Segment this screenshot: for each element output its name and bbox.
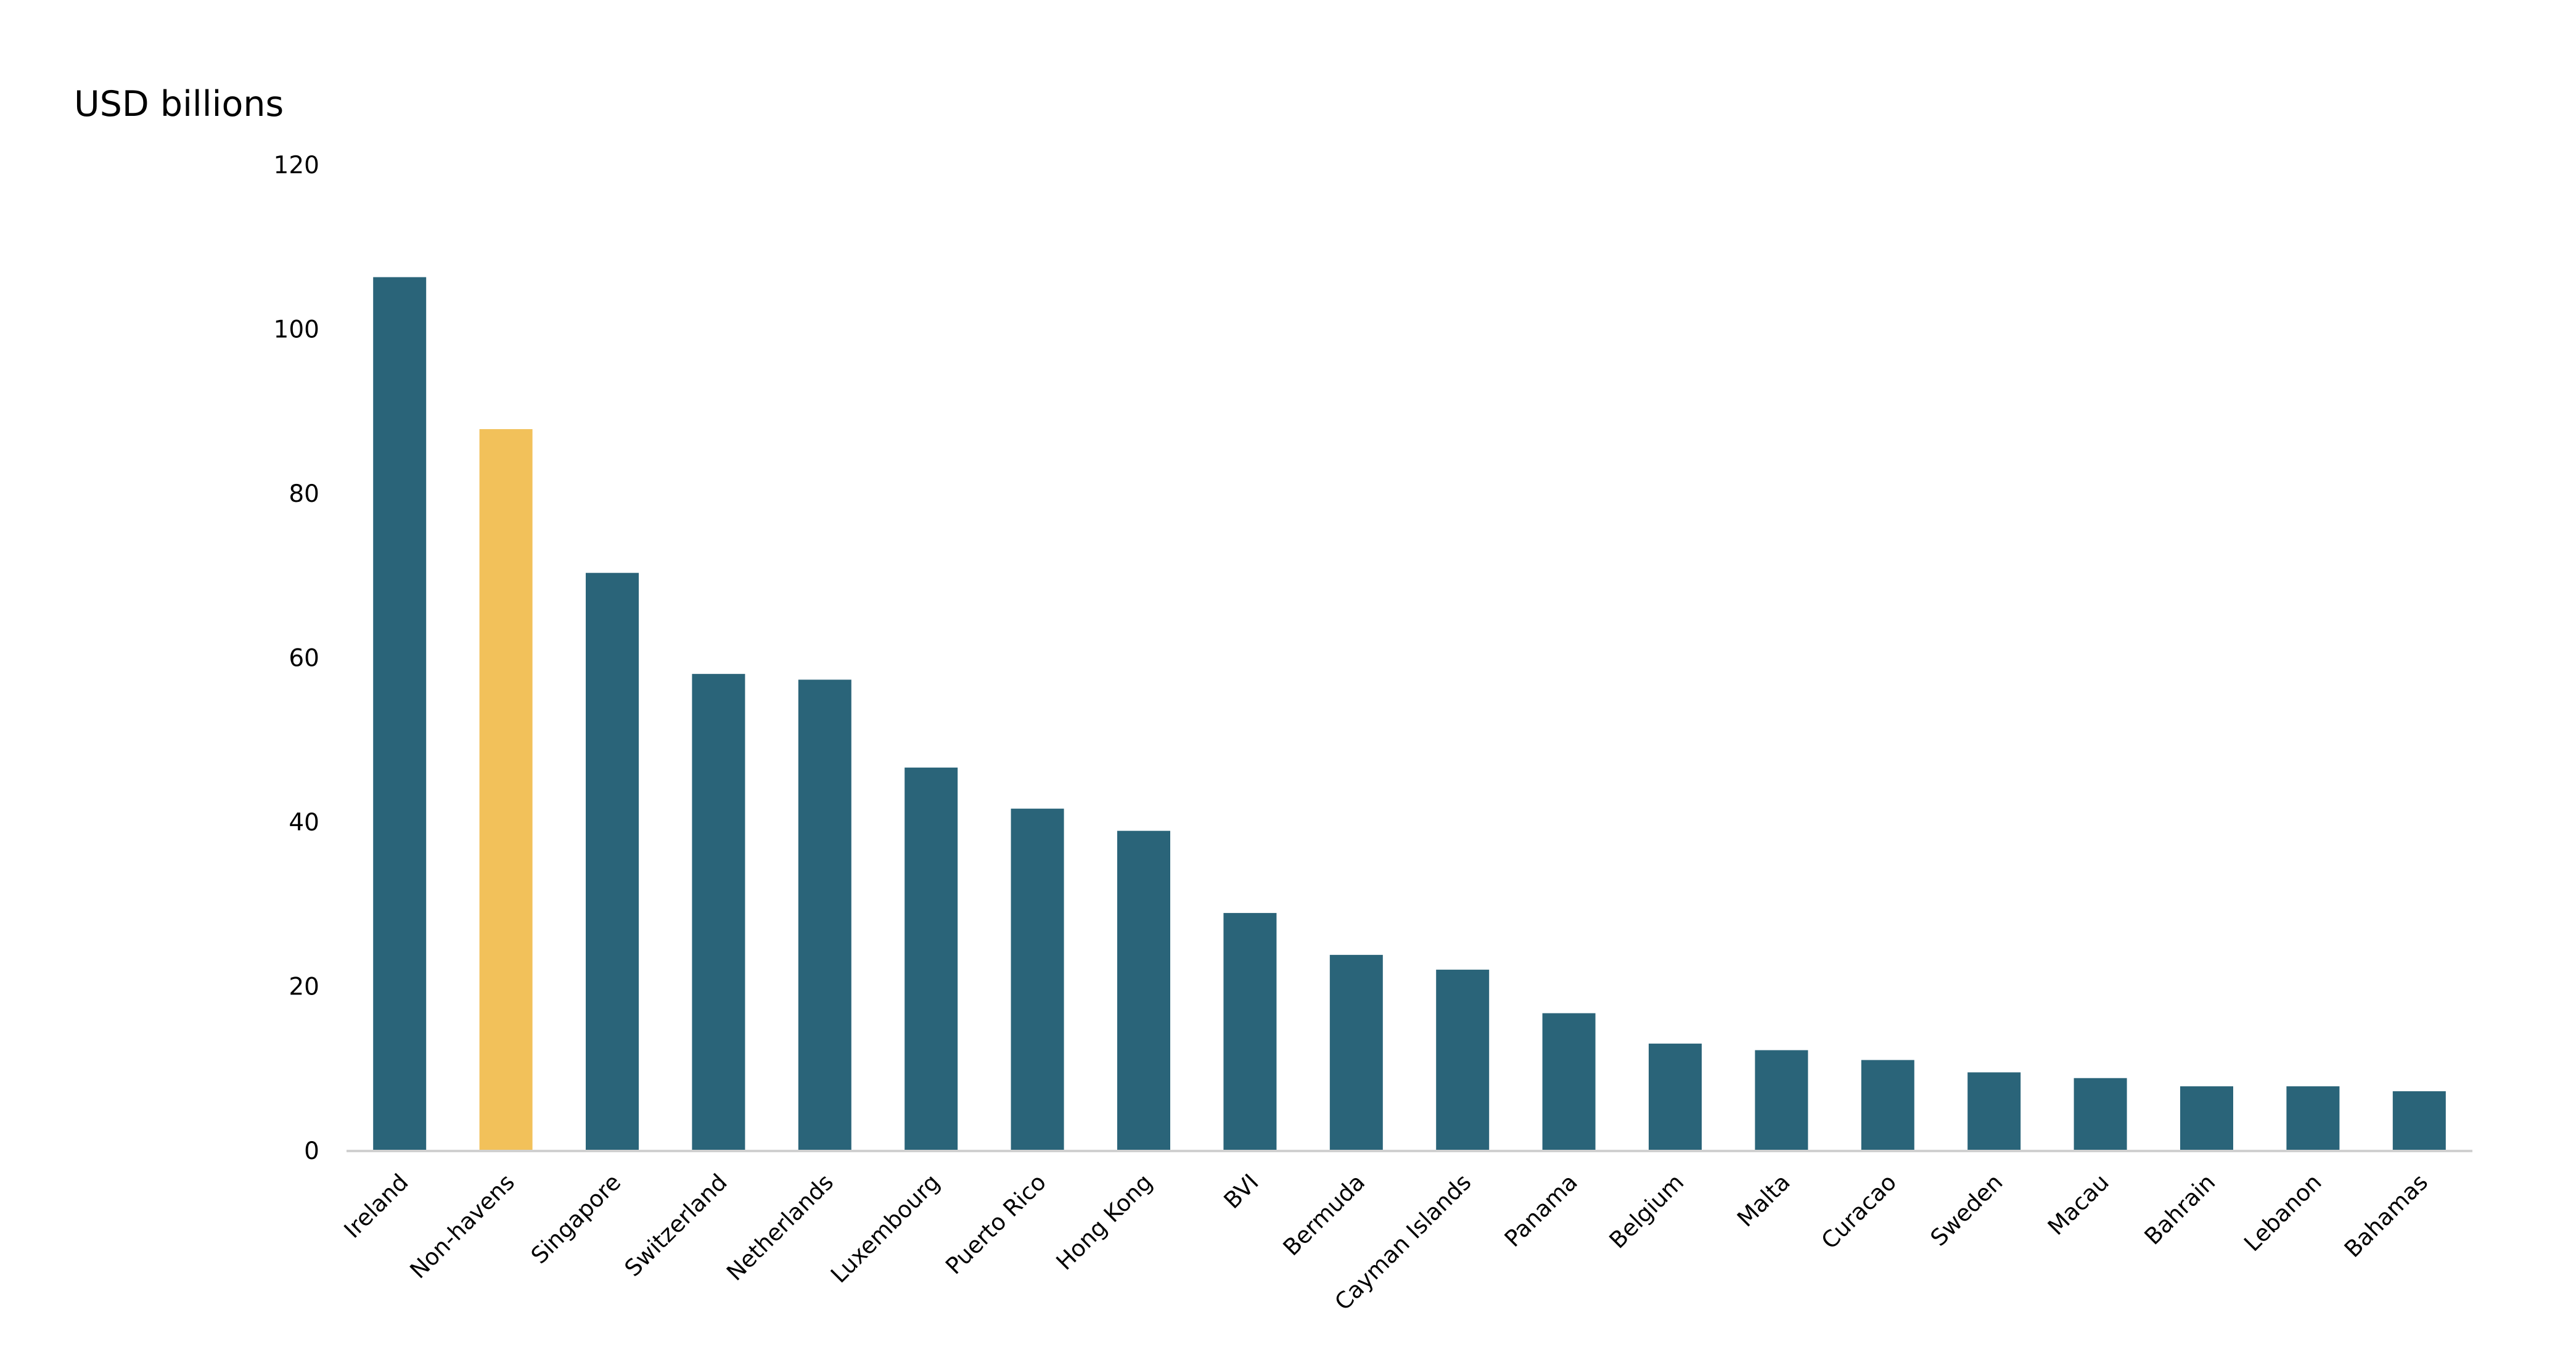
y-tick-label: 120 bbox=[274, 152, 319, 179]
y-tick-label: 40 bbox=[289, 809, 319, 837]
x-tick-label: Macau bbox=[2043, 1169, 2114, 1240]
bar-bahamas bbox=[2392, 1091, 2446, 1150]
x-tick-label: Bahrain bbox=[2139, 1169, 2221, 1250]
bar-puerto-rico bbox=[1011, 808, 1064, 1150]
y-axis-label: USD billions bbox=[74, 84, 284, 125]
x-tick-label: Hong Kong bbox=[1051, 1169, 1158, 1276]
y-axis-ticks: 0 20 40 60 80 100 120 bbox=[274, 152, 319, 1165]
y-tick-label: 20 bbox=[289, 973, 319, 1001]
x-tick-label: Sweden bbox=[1926, 1169, 2008, 1251]
x-tick-label: Malta bbox=[1732, 1169, 1795, 1232]
bars-group bbox=[373, 277, 2446, 1151]
x-tick-label: Ireland bbox=[339, 1169, 414, 1243]
y-tick-label: 60 bbox=[289, 645, 319, 673]
bar-netherlands bbox=[798, 679, 851, 1150]
x-tick-label: Panama bbox=[1499, 1169, 1583, 1252]
bar-panama bbox=[1542, 1013, 1596, 1150]
bar-belgium bbox=[1649, 1043, 1702, 1150]
y-tick-label: 100 bbox=[274, 316, 319, 344]
x-tick-label: Singapore bbox=[526, 1169, 626, 1269]
bar-lebanon bbox=[2286, 1086, 2340, 1150]
bar-hong-kong bbox=[1117, 830, 1170, 1150]
bar-cayman-islands bbox=[1436, 969, 1490, 1150]
x-tick-label: Non-havens bbox=[405, 1169, 520, 1284]
bar-ireland bbox=[373, 277, 427, 1150]
bar-macau bbox=[2074, 1078, 2127, 1150]
bar-bermuda bbox=[1329, 954, 1383, 1150]
x-tick-label: Bahamas bbox=[2339, 1169, 2433, 1263]
bar-bvi bbox=[1223, 912, 1277, 1150]
bar-curacao bbox=[1861, 1060, 1914, 1150]
x-tick-label: Lebanon bbox=[2239, 1169, 2326, 1256]
bar-bahrain bbox=[2180, 1086, 2233, 1150]
x-tick-label: BVI bbox=[1219, 1169, 1264, 1214]
x-tick-label: Bermuda bbox=[1278, 1169, 1370, 1261]
x-tick-label: Curacao bbox=[1816, 1169, 1901, 1254]
bar-singapore bbox=[586, 573, 639, 1150]
y-tick-label: 0 bbox=[304, 1137, 319, 1165]
x-tick-label: Netherlands bbox=[721, 1169, 839, 1286]
bar-luxembourg bbox=[904, 768, 958, 1150]
x-tick-label: Luxembourg bbox=[826, 1169, 945, 1288]
bar-malta bbox=[1755, 1050, 1808, 1150]
bar-non-havens bbox=[479, 429, 533, 1151]
y-tick-label: 80 bbox=[289, 480, 319, 508]
bar-sweden bbox=[1967, 1072, 2021, 1150]
x-tick-label: Belgium bbox=[1604, 1169, 1689, 1254]
x-tick-label: Switzerland bbox=[620, 1169, 732, 1282]
bar-switzerland bbox=[692, 674, 745, 1150]
x-tick-label: Puerto Rico bbox=[940, 1169, 1051, 1280]
